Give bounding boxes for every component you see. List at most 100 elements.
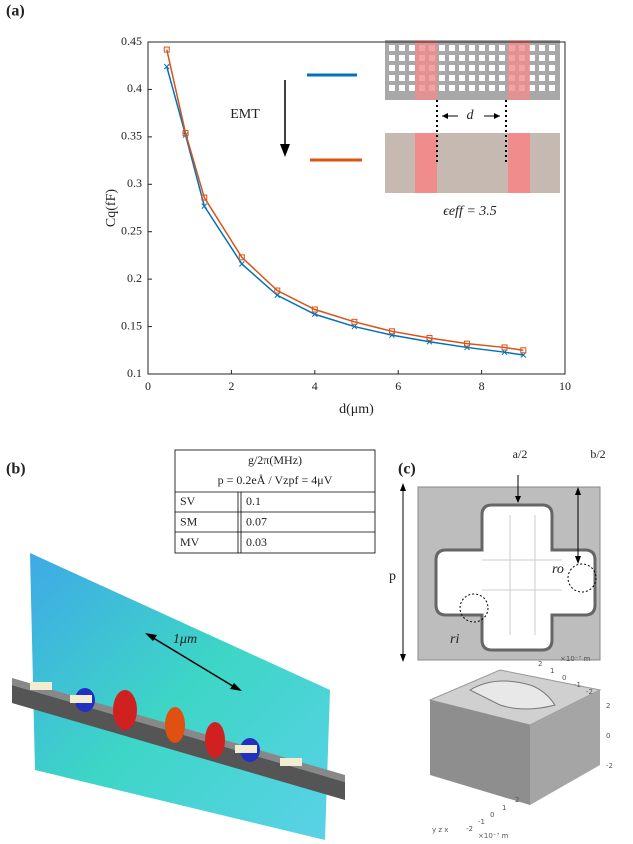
hole xyxy=(529,85,535,91)
hole xyxy=(389,75,395,81)
dim-label: ri xyxy=(450,632,459,647)
render-tick-label: 1 xyxy=(550,667,554,675)
table-cell: 0.03 xyxy=(246,535,267,549)
plot-frame xyxy=(147,41,566,375)
render-tick-label: -2 xyxy=(586,688,593,696)
hole xyxy=(459,45,465,51)
x-tick-label: 4 xyxy=(312,379,318,393)
x-tick-label: 10 xyxy=(559,379,571,393)
marker xyxy=(520,347,527,354)
hole xyxy=(529,65,535,71)
hole xyxy=(399,55,405,61)
hole xyxy=(539,55,545,61)
marker xyxy=(274,292,281,299)
table-cell: SM xyxy=(180,514,198,528)
render-tick-label: -1 xyxy=(478,818,485,826)
hole xyxy=(439,75,445,81)
hole xyxy=(459,85,465,91)
y-tick-label: 0.25 xyxy=(121,223,142,237)
hole xyxy=(489,65,495,71)
hole xyxy=(549,55,555,61)
panel-label: (c) xyxy=(398,461,416,478)
render-tick-label: ×10⁻⁷ m xyxy=(560,655,590,663)
series-line xyxy=(166,66,524,356)
hole xyxy=(469,85,475,91)
hole xyxy=(489,85,495,91)
hole xyxy=(469,65,475,71)
y-tick-label: 0.15 xyxy=(121,318,142,332)
x-tick-label: 2 xyxy=(228,379,234,393)
hole xyxy=(409,65,415,71)
hole xyxy=(459,55,465,61)
svg-text:y z x: y z x xyxy=(432,826,448,834)
hole xyxy=(439,85,445,91)
series-line xyxy=(166,49,524,352)
inset xyxy=(280,40,560,193)
hole xyxy=(549,85,555,91)
marker xyxy=(388,328,395,335)
y-tick-label: 0.35 xyxy=(121,129,142,143)
render-tick-label: 2 xyxy=(538,660,542,668)
hole xyxy=(539,75,545,81)
hole xyxy=(479,85,485,91)
marker xyxy=(274,287,281,294)
hole xyxy=(389,55,395,61)
hole xyxy=(399,75,405,81)
render-tick-label: -2 xyxy=(606,762,613,770)
hole xyxy=(399,45,405,51)
render-tick-label: ×10⁻⁷ m xyxy=(478,832,508,840)
marker xyxy=(201,194,208,201)
render-tick-label: 1 xyxy=(502,804,506,812)
x-tick-label: 8 xyxy=(479,379,485,393)
panel-label: (b) xyxy=(6,461,26,478)
render-tick-label: 0 xyxy=(562,674,566,682)
hole xyxy=(529,55,535,61)
marker xyxy=(163,46,170,53)
hole xyxy=(449,75,455,81)
hole xyxy=(409,45,415,51)
marker xyxy=(311,306,318,313)
marker xyxy=(501,344,508,351)
marker xyxy=(238,254,245,261)
hole xyxy=(459,75,465,81)
hole xyxy=(539,45,545,51)
y-tick-label: 0.3 xyxy=(127,176,142,190)
table-cell: 0.1 xyxy=(246,494,261,508)
table-header: g/2π(MHz) xyxy=(248,453,302,467)
hole xyxy=(439,55,445,61)
hole xyxy=(449,55,455,61)
dim-label: b/2 xyxy=(590,447,605,461)
panel-label: (a) xyxy=(6,3,25,20)
hole xyxy=(499,85,505,91)
hole xyxy=(449,85,455,91)
hole xyxy=(489,45,495,51)
render-tick-label: 2 xyxy=(606,702,610,710)
hole xyxy=(409,75,415,81)
hole xyxy=(439,45,445,51)
render-b xyxy=(12,553,345,840)
hole xyxy=(399,85,405,91)
x-tick-label: 6 xyxy=(395,379,401,393)
dim-label: p xyxy=(389,569,396,584)
table-cell: SV xyxy=(180,494,196,508)
render-tick-label: 2 xyxy=(515,796,519,804)
hole xyxy=(449,45,455,51)
hole xyxy=(489,75,495,81)
hole xyxy=(499,55,505,61)
hole xyxy=(479,75,485,81)
marker xyxy=(464,340,471,347)
render-c: y z x xyxy=(428,669,602,834)
hole xyxy=(489,55,495,61)
y-tick-label: 0.4 xyxy=(127,81,142,95)
hole xyxy=(479,55,485,61)
hole xyxy=(499,75,505,81)
render-tick-label: -1 xyxy=(574,681,581,689)
annotation: ϵeff = 3.5 xyxy=(443,204,497,219)
hole xyxy=(459,65,465,71)
dim-label: a/2 xyxy=(513,447,528,461)
y-tick-label: 0.2 xyxy=(127,271,142,285)
hole xyxy=(389,85,395,91)
annotation: d xyxy=(467,108,475,123)
marker xyxy=(163,63,170,70)
